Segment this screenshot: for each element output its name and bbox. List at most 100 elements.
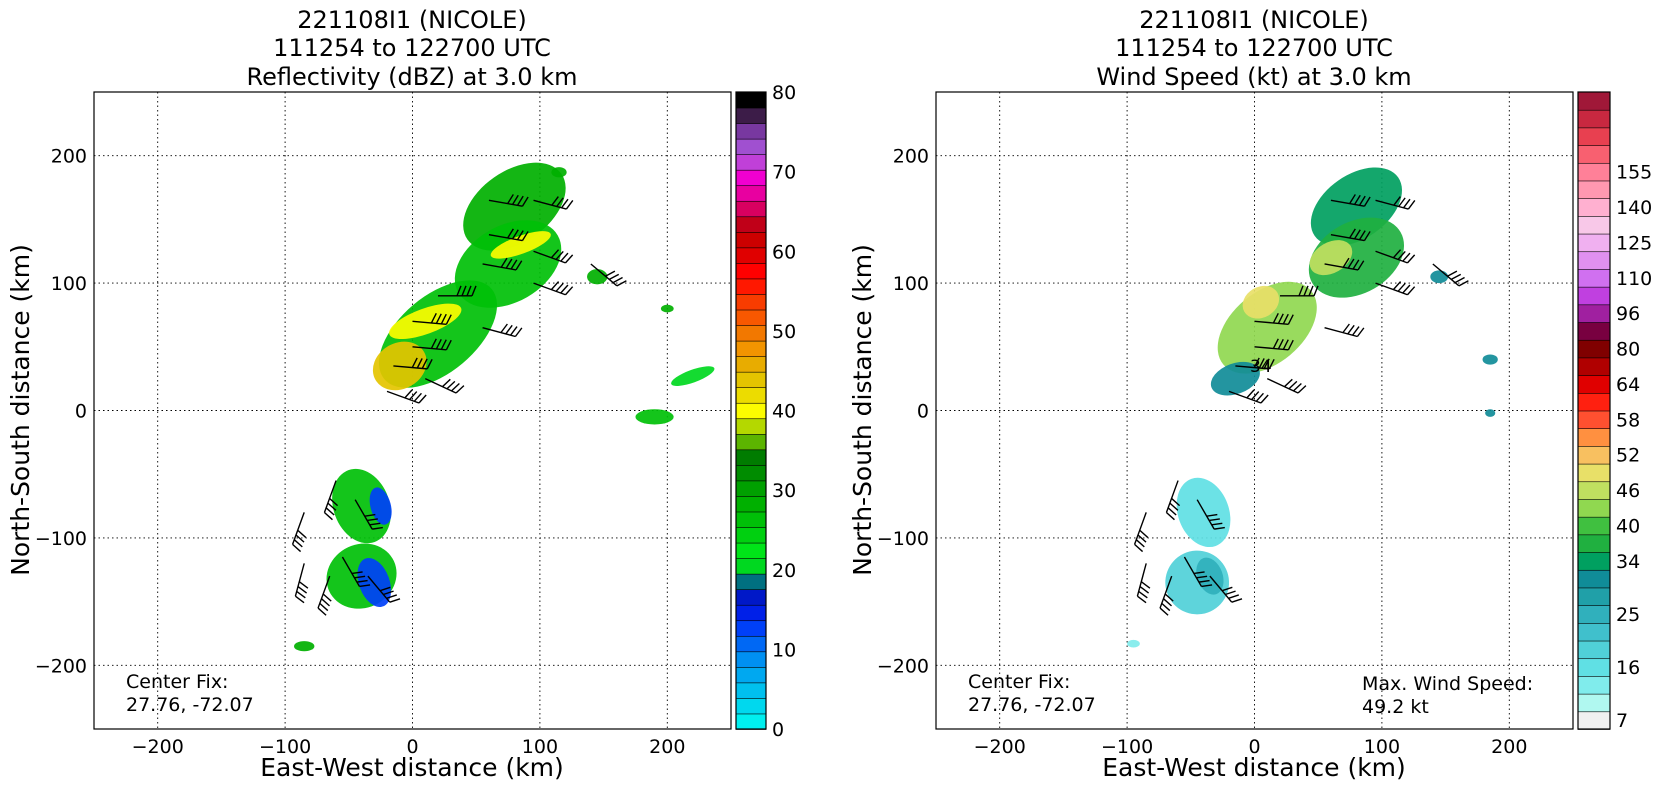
barb-feather: [327, 502, 337, 511]
barb-shaft: [317, 575, 331, 609]
barb-shaft: [323, 480, 337, 513]
y-tick-label: 200: [51, 146, 87, 168]
barb-feather: [1342, 323, 1350, 334]
y-tick-label: −100: [35, 528, 87, 550]
colorbar-segment: [735, 371, 767, 388]
colorbar-tick-label: 50: [772, 321, 796, 343]
colorbar-segment: [735, 713, 767, 730]
wind-barb: [1136, 563, 1151, 604]
colorbar-segment: [1577, 162, 1611, 182]
colorbar-segment: [1577, 321, 1611, 341]
barb-feather: [1358, 230, 1366, 241]
barb-feather: [409, 391, 418, 401]
barb-feather: [550, 281, 560, 291]
barb-shaft: [488, 199, 523, 207]
colorbar-segment: [735, 588, 767, 606]
colorbar-segment: [735, 293, 767, 311]
barb-feather: [298, 581, 309, 589]
barb-feather: [295, 534, 305, 543]
colorbar-segment: [1577, 304, 1611, 323]
wind-barb: [1375, 249, 1416, 264]
barb-feather: [435, 338, 442, 350]
x-axis-label: East-West distance (km): [260, 753, 564, 782]
barb-feather: [1313, 285, 1319, 297]
barb-shaft: [412, 320, 447, 325]
x-tick-label: 200: [649, 736, 685, 758]
colorbar-segment: [1577, 339, 1611, 359]
barb-feather: [616, 280, 627, 287]
barb-shaft: [590, 263, 618, 287]
barb-feather: [1277, 313, 1284, 324]
data-region: [1127, 639, 1140, 648]
colorbar-segment: [735, 215, 767, 233]
data-region: [1430, 270, 1449, 284]
barb-feather: [297, 586, 308, 594]
barb-shaft: [294, 563, 305, 597]
x-tick-label: 200: [1491, 736, 1527, 758]
barb-shaft: [1165, 480, 1179, 513]
wind-barb: [412, 338, 452, 351]
barb-feather: [430, 338, 437, 349]
wind-barb: [533, 249, 574, 264]
colorbar-segment: [1577, 197, 1611, 217]
colorbar-segment: [1577, 357, 1611, 376]
colorbar-segment: [1577, 91, 1611, 111]
colorbar-tick-label: 125: [1616, 232, 1652, 254]
barb-feather: [1402, 284, 1411, 294]
colorbar-segment: [1577, 445, 1611, 465]
barb-feather: [325, 507, 335, 516]
barb-shaft: [482, 327, 516, 338]
barb-shaft: [1254, 346, 1289, 351]
wind-barb: [412, 313, 452, 325]
barb-feather: [1402, 252, 1411, 262]
colorbar-segment: [735, 433, 767, 451]
barb-shaft: [1136, 563, 1147, 597]
barb-feather: [317, 607, 327, 616]
barb-feather: [507, 194, 514, 204]
barb-feather: [294, 595, 305, 604]
barb-feather: [1140, 581, 1151, 589]
barb-feather: [500, 257, 508, 268]
barb-feather: [351, 571, 363, 575]
reflectivity-panel: 221108I1 (NICOLE) 111254 to 122700 UTC R…: [6, 6, 796, 782]
wind-barb: [533, 281, 574, 296]
x-tick-labels: −200 −100 0 100 200: [974, 736, 1528, 758]
barb-shaft: [1330, 233, 1365, 242]
barb-feather: [421, 358, 428, 369]
barb-feather: [507, 228, 514, 239]
wind-barb: [1183, 556, 1213, 588]
wind-barb: [294, 563, 309, 604]
barb-feather: [565, 200, 574, 210]
barb-feather: [1303, 285, 1309, 297]
wind-barb: [482, 257, 523, 271]
wind-barb: [488, 228, 529, 242]
barb-feather: [1165, 511, 1175, 521]
wind-barb: [1209, 575, 1243, 603]
barb-feather: [1287, 314, 1294, 325]
colorbar-segment: [1577, 693, 1611, 713]
barb-shaft: [291, 512, 305, 545]
colorbar-segment: [735, 495, 767, 513]
colorbar-tick-label: 58: [1616, 409, 1640, 431]
barb-feather: [1171, 497, 1181, 507]
barb-feather: [1139, 586, 1150, 594]
colorbar-segment: [1577, 427, 1611, 447]
barb-feather: [1167, 507, 1177, 516]
data-region: [332, 468, 391, 544]
barb-feather: [1349, 194, 1356, 204]
barb-feather: [1258, 358, 1265, 369]
colorbar-segment: [1577, 534, 1611, 553]
colorbar-segment: [735, 153, 767, 171]
wind-barb: [590, 263, 627, 287]
barb-feather: [1201, 584, 1213, 588]
barb-feather: [515, 260, 523, 271]
colorbar-segment: [1577, 286, 1611, 306]
wind-barb: [533, 196, 574, 210]
max-wind-value: 49.2 kt: [1362, 696, 1429, 718]
barb-feather: [1342, 257, 1350, 268]
wind-barb: [386, 389, 427, 404]
barb-feather: [1211, 522, 1223, 526]
colorbar-segment: [1577, 657, 1611, 677]
barb-feather: [1139, 529, 1149, 538]
barb-feather: [1198, 579, 1210, 583]
